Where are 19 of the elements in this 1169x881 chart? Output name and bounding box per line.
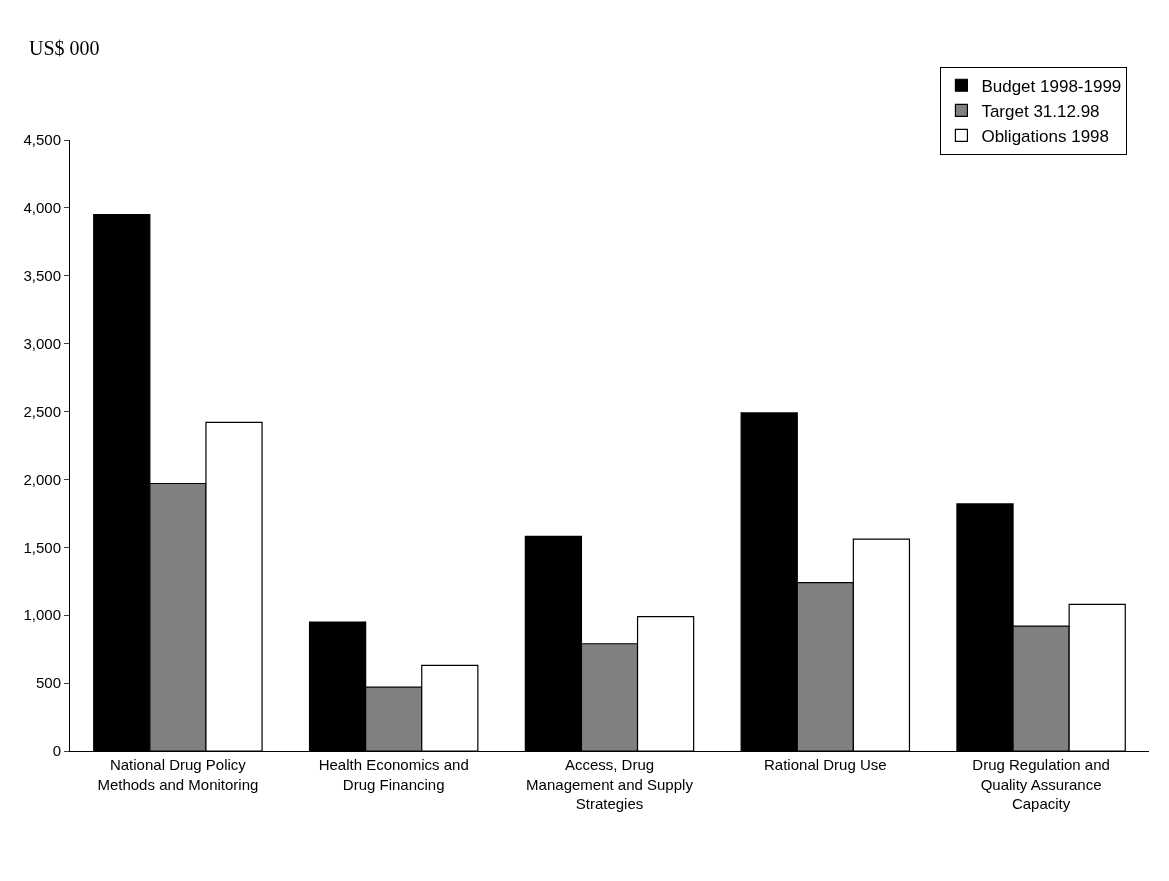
y-tick-label: 4,500 xyxy=(23,131,61,149)
legend-label: Target 31.12.98 xyxy=(981,101,1100,121)
x-tick-label: Access, Drug Management and Supply Strategies xyxy=(526,756,694,812)
y-tick-label: 0 xyxy=(52,742,61,760)
y-tick-label: 3,000 xyxy=(23,334,61,352)
x-tick-label: Drug Regulation and Quality Assurance Capacity xyxy=(972,756,1110,812)
legend-label: Budget 1998-1999 xyxy=(981,76,1122,96)
y-tick-label: 500 xyxy=(35,674,61,692)
y-tick-label: 1,500 xyxy=(23,538,61,556)
y-tick-label: 2,500 xyxy=(23,402,61,420)
x-tick-label: National Drug Policy Methods and Monitoring xyxy=(97,756,259,793)
legend-label: Obligations 1998 xyxy=(981,127,1110,147)
text: US$ 000 xyxy=(29,37,100,59)
x-tick-label: Rational Drug Use xyxy=(764,756,887,773)
y-tick-label: 2,000 xyxy=(23,470,61,488)
y-tick-label: 3,500 xyxy=(23,267,61,285)
y-tick-label: 4,000 xyxy=(23,199,61,217)
y-tick-label: 1,000 xyxy=(23,606,61,624)
x-tick-label: Health Economics and Drug Financing xyxy=(318,756,469,793)
